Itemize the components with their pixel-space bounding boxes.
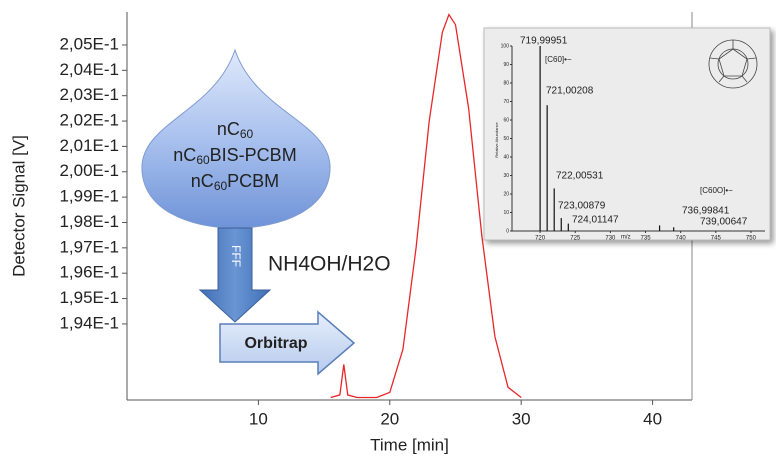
inset-frame xyxy=(483,27,771,241)
inset-x-tick-label: 725 xyxy=(570,236,581,242)
arrow-down xyxy=(198,227,272,323)
peak-label: 722,00531 xyxy=(556,171,604,182)
peak-label: 736,99841 xyxy=(682,206,730,217)
x-tick-label: 30 xyxy=(512,409,531,428)
inset-x-label: m/z xyxy=(621,235,631,241)
drop-label: nC60 xyxy=(217,119,254,141)
inset-y-tick-label: 90 xyxy=(503,62,509,68)
y-tick-label: 2,05E-1 xyxy=(59,34,119,53)
main-plot: 1,94E-1 1,95E-1 1,96E-1 1,97E-1 1,98E-1 1,99E… xyxy=(9,12,693,454)
arrow-down-label: FFF xyxy=(229,245,243,267)
arrow-right-label: Orbitrap xyxy=(244,335,307,352)
eluent-label: NH4OH/H2O xyxy=(268,253,391,276)
y-tick-label: 1,97E-1 xyxy=(59,237,119,256)
inset-y-tick-label: 60 xyxy=(503,117,509,123)
inset-y-tick-label: 0 xyxy=(506,228,509,234)
inset-y-tick-label: 50 xyxy=(503,136,509,142)
peak-label: 723,00879 xyxy=(558,201,606,212)
y-tick-label: 1,98E-1 xyxy=(59,212,119,231)
y-tick-label: 2,02E-1 xyxy=(59,111,119,130)
inset-x-tick-label: 720 xyxy=(535,236,546,242)
y-tick-label: 1,95E-1 xyxy=(59,288,119,307)
drop-label-sub: 60 xyxy=(240,127,254,141)
y-tick-label: 2,03E-1 xyxy=(59,85,119,104)
x-axis-label: Time [min] xyxy=(370,435,449,454)
inset-y-tick-label: 10 xyxy=(503,210,509,216)
fullerene-icon xyxy=(708,39,758,89)
inset-y-tick-label: 70 xyxy=(503,99,509,105)
y-tick-label: 2,00E-1 xyxy=(59,161,119,180)
signal-line xyxy=(330,13,522,399)
drop-label-prefix: nC xyxy=(173,145,196,165)
ion-label: [C60O]•− xyxy=(700,186,733,195)
inset-y-tick-label: 40 xyxy=(503,154,509,160)
peak-label: 719,99951 xyxy=(520,36,568,47)
y-tick-label: 1,96E-1 xyxy=(59,263,119,282)
y-tick-label: 2,01E-1 xyxy=(59,136,119,155)
inset-y-tick-label: 20 xyxy=(503,191,509,197)
inset-x-tick-label: 750 xyxy=(746,236,757,242)
peak-label: 739,00647 xyxy=(700,217,748,228)
inset-x-tick-label: 735 xyxy=(641,236,652,242)
drop-label: nC60PCBM xyxy=(191,171,279,193)
y-tick-label: 2,04E-1 xyxy=(59,60,119,79)
arrow-right xyxy=(219,310,356,376)
drop-label-sub: 60 xyxy=(214,179,228,193)
drop-label-sub: 60 xyxy=(196,153,210,167)
drop-shape xyxy=(141,48,331,229)
x-tick-label: 40 xyxy=(643,409,662,428)
drop-label-prefix: nC xyxy=(217,119,240,139)
drop-label-suffix: PCBM xyxy=(227,171,279,191)
inset-y-tick-label: 80 xyxy=(503,80,509,86)
inset-y-tick-label: 30 xyxy=(503,173,509,179)
inset-x-tick-label: 740 xyxy=(676,236,687,242)
x-tick-label: 10 xyxy=(249,409,268,428)
drop-label-prefix: nC xyxy=(191,171,214,191)
inset-x-tick-label: 745 xyxy=(711,236,722,242)
y-axis-label: Detector Signal [V] xyxy=(9,135,28,277)
y-tick-label: 1,94E-1 xyxy=(59,313,119,332)
inset-x-tick-label: 730 xyxy=(605,236,616,242)
inset-y-label: Relative Abundance xyxy=(494,121,499,157)
peak-label: 724,01147 xyxy=(572,215,619,226)
drop-label-suffix: BIS-PCBM xyxy=(210,145,297,165)
x-tick-label: 20 xyxy=(380,409,399,428)
inset: 0 10 20 30 40 50 60 70 80 90 100 720 725 730 735 740 745… xyxy=(483,27,771,242)
drop-label: nC60BIS-PCBM xyxy=(173,145,296,167)
y-tick-label: 1,99E-1 xyxy=(59,187,119,206)
ion-label: [C60]•− xyxy=(545,55,572,64)
peak-label: 721,00208 xyxy=(546,86,594,97)
inset-y-tick-label: 100 xyxy=(501,43,510,49)
